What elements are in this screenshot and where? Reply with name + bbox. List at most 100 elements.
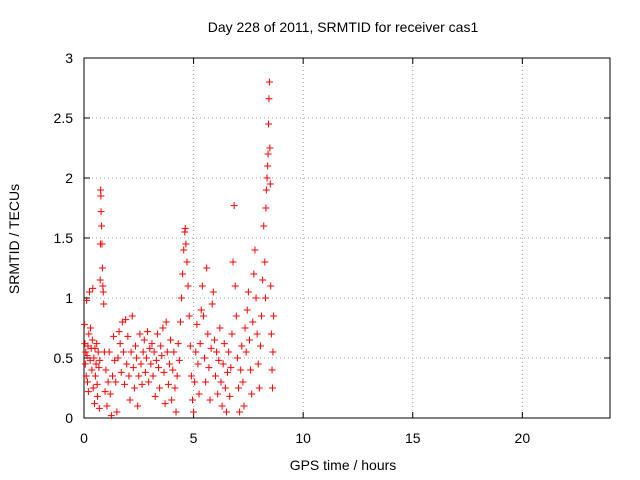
data-point: [240, 402, 248, 410]
data-point: [84, 378, 92, 386]
data-point: [244, 288, 252, 296]
data-point: [243, 306, 251, 314]
data-point: [242, 348, 250, 356]
data-point: [236, 408, 244, 416]
data-point: [85, 288, 93, 296]
data-point: [226, 392, 234, 400]
data-point: [187, 372, 195, 380]
chart-title: Day 228 of 2011, SRMTID for receiver cas…: [208, 19, 479, 35]
data-point: [225, 348, 233, 356]
data-point: [110, 332, 118, 340]
data-point: [255, 384, 263, 392]
data-point: [179, 270, 187, 278]
data-point: [116, 340, 124, 348]
data-point: [180, 246, 188, 254]
y-tick-label: 3: [65, 50, 73, 66]
data-point: [264, 162, 272, 170]
data-point: [228, 330, 236, 338]
data-point: [191, 378, 199, 386]
data-point: [253, 330, 261, 338]
data-point: [195, 390, 203, 398]
data-point: [91, 372, 99, 380]
data-point: [94, 392, 102, 400]
data-point: [141, 368, 149, 376]
data-point: [160, 368, 168, 376]
data-point: [232, 312, 240, 320]
data-point: [267, 330, 275, 338]
data-point: [105, 348, 113, 356]
data-point: [98, 240, 106, 248]
data-point: [129, 364, 137, 372]
data-point: [95, 364, 103, 372]
data-point: [258, 312, 266, 320]
data-point: [117, 368, 125, 376]
data-point: [98, 264, 106, 272]
scatter-series-cas1: [80, 78, 278, 420]
data-point: [268, 384, 276, 392]
data-point: [97, 192, 105, 200]
data-point: [163, 348, 171, 356]
data-point: [112, 378, 120, 386]
data-point: [265, 95, 273, 103]
data-point: [172, 408, 180, 416]
data-point: [102, 366, 110, 374]
data-point: [142, 354, 150, 362]
data-point: [231, 282, 239, 290]
ticks: 0 5 10 15 20 0 0.5 1 1.5 2 2.5 3: [54, 50, 610, 446]
data-point: [216, 324, 224, 332]
data-point: [97, 186, 105, 194]
data-point: [127, 348, 135, 356]
data-point: [146, 344, 154, 352]
data-point: [248, 390, 256, 398]
data-point: [119, 348, 127, 356]
data-point: [81, 360, 89, 368]
data-point: [101, 388, 109, 396]
data-point: [91, 400, 99, 408]
data-point: [247, 366, 255, 374]
data-point: [222, 408, 230, 416]
data-point: [197, 306, 205, 314]
data-point: [99, 282, 107, 290]
data-point: [170, 348, 178, 356]
data-point: [151, 392, 159, 400]
data-point: [206, 396, 214, 404]
data-point: [267, 282, 275, 290]
data-point: [201, 354, 209, 362]
data-point: [124, 332, 132, 340]
data-point: [265, 120, 273, 128]
y-tick-label: 2.5: [54, 110, 74, 126]
data-point: [133, 354, 141, 362]
data-point: [218, 402, 226, 410]
data-point: [198, 282, 206, 290]
data-point: [107, 412, 115, 420]
data-point: [209, 288, 217, 296]
data-point: [114, 354, 122, 362]
data-point: [254, 360, 262, 368]
data-point: [249, 318, 257, 326]
data-point: [194, 360, 202, 368]
x-tick-label: 5: [190, 430, 198, 446]
data-point: [176, 318, 184, 326]
data-point: [135, 372, 143, 380]
data-point: [156, 384, 164, 392]
data-point: [100, 300, 108, 308]
data-point: [132, 342, 140, 350]
data-point: [157, 342, 165, 350]
data-point: [128, 312, 136, 320]
data-point: [270, 312, 278, 320]
data-point: [126, 396, 134, 404]
x-tick-label: 20: [515, 430, 531, 446]
data-point: [192, 348, 200, 356]
data-point: [82, 348, 90, 356]
data-point: [92, 360, 100, 368]
data-point: [229, 258, 237, 266]
data-point: [190, 408, 198, 416]
data-point: [125, 372, 133, 380]
data-point: [204, 330, 212, 338]
data-point: [263, 174, 271, 182]
data-point: [238, 342, 246, 350]
data-point: [93, 380, 101, 388]
data-point: [217, 378, 225, 386]
data-point: [220, 340, 228, 348]
data-point: [171, 384, 179, 392]
